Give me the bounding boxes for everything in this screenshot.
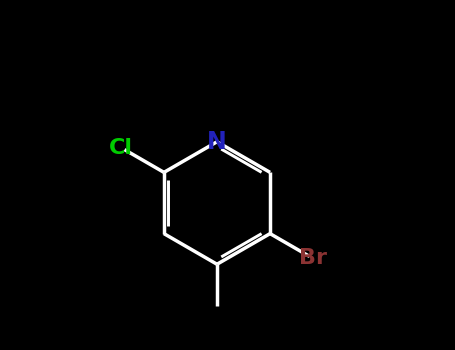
Text: N: N	[207, 130, 227, 154]
Text: Br: Br	[299, 248, 327, 268]
Text: Cl: Cl	[109, 138, 133, 158]
